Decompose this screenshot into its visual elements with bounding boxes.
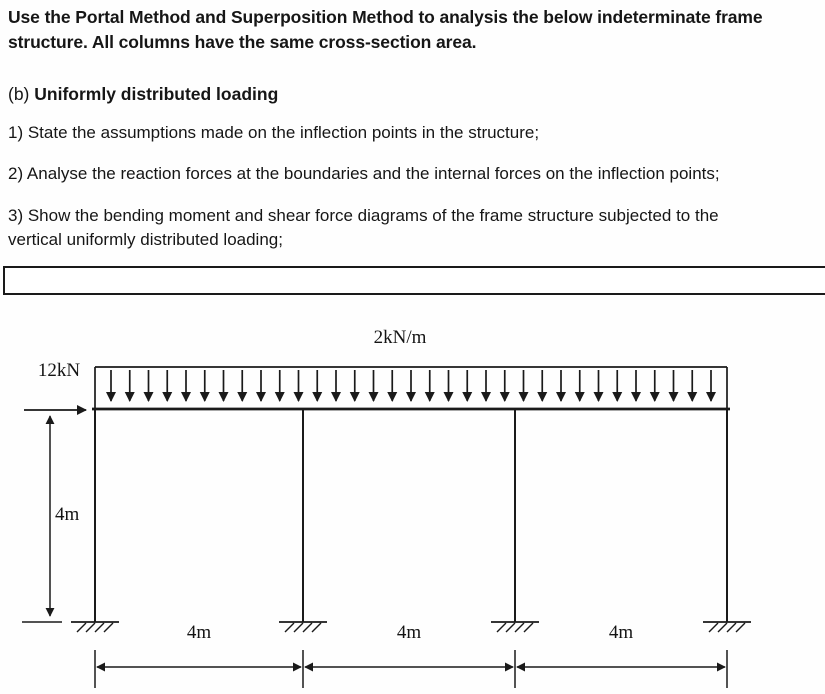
support-hatch bbox=[85, 622, 96, 633]
support-hatch bbox=[514, 622, 525, 633]
support-hatch bbox=[103, 622, 114, 633]
lateral-force-label: 12kN bbox=[38, 360, 81, 381]
span-label-2: 4m bbox=[397, 622, 422, 643]
frame-diagram-figure: 2kN/m 12kN 4m 4m 4m 4m bbox=[0, 300, 825, 694]
fixed-support-1 bbox=[71, 621, 119, 633]
problem-statement: Use the Portal Method and Superposition … bbox=[8, 5, 820, 55]
part-heading-title: Uniformly distributed loading bbox=[34, 84, 279, 104]
fixed-support-3 bbox=[491, 621, 539, 633]
support-hatch bbox=[717, 622, 728, 633]
support-hatch bbox=[302, 622, 313, 633]
support-hatch bbox=[496, 622, 507, 633]
task-item-2: 2) Analyse the reaction forces at the bo… bbox=[8, 162, 820, 186]
fixed-support-2 bbox=[279, 621, 327, 633]
support-hatch bbox=[523, 622, 534, 633]
task-item-2-text: 2) Analyse the reaction forces at the bo… bbox=[8, 164, 720, 183]
problem-statement-line-2: structure. All columns have the same cro… bbox=[8, 32, 477, 52]
column-height-label: 4m bbox=[55, 504, 80, 525]
span-label-3: 4m bbox=[609, 622, 634, 643]
task-item-3-line-2: vertical uniformly distributed loading; bbox=[8, 229, 283, 249]
support-hatch bbox=[293, 622, 304, 633]
part-heading-prefix: (b) bbox=[8, 84, 35, 104]
task-item-3-line-1: 3) Show the bending moment and shear for… bbox=[8, 206, 719, 225]
support-hatch bbox=[94, 622, 105, 633]
support-hatch bbox=[735, 622, 746, 633]
problem-statement-line-1: Use the Portal Method and Superposition … bbox=[8, 7, 763, 27]
support-hatch bbox=[505, 622, 516, 633]
task-item-3: 3) Show the bending moment and shear for… bbox=[8, 204, 820, 251]
fixed-support-4 bbox=[703, 621, 751, 633]
part-heading: (b) Uniformly distributed loading bbox=[8, 84, 278, 105]
answer-input[interactable] bbox=[3, 266, 825, 295]
support-hatch bbox=[708, 622, 719, 633]
span-dimensions bbox=[94, 650, 728, 688]
load-arrows bbox=[105, 370, 717, 403]
distributed-load-label: 2kN/m bbox=[374, 327, 427, 348]
support-hatch bbox=[76, 622, 87, 633]
support-hatch bbox=[726, 622, 737, 633]
support-hatch bbox=[284, 622, 295, 633]
task-item-1-text: 1) State the assumptions made on the inf… bbox=[8, 123, 540, 142]
frame-structure-svg: 2kN/m 12kN 4m 4m 4m 4m bbox=[22, 327, 751, 688]
height-dimension bbox=[22, 415, 62, 623]
support-hatch bbox=[311, 622, 322, 633]
span-label-1: 4m bbox=[187, 622, 212, 643]
task-item-1: 1) State the assumptions made on the inf… bbox=[8, 121, 820, 145]
